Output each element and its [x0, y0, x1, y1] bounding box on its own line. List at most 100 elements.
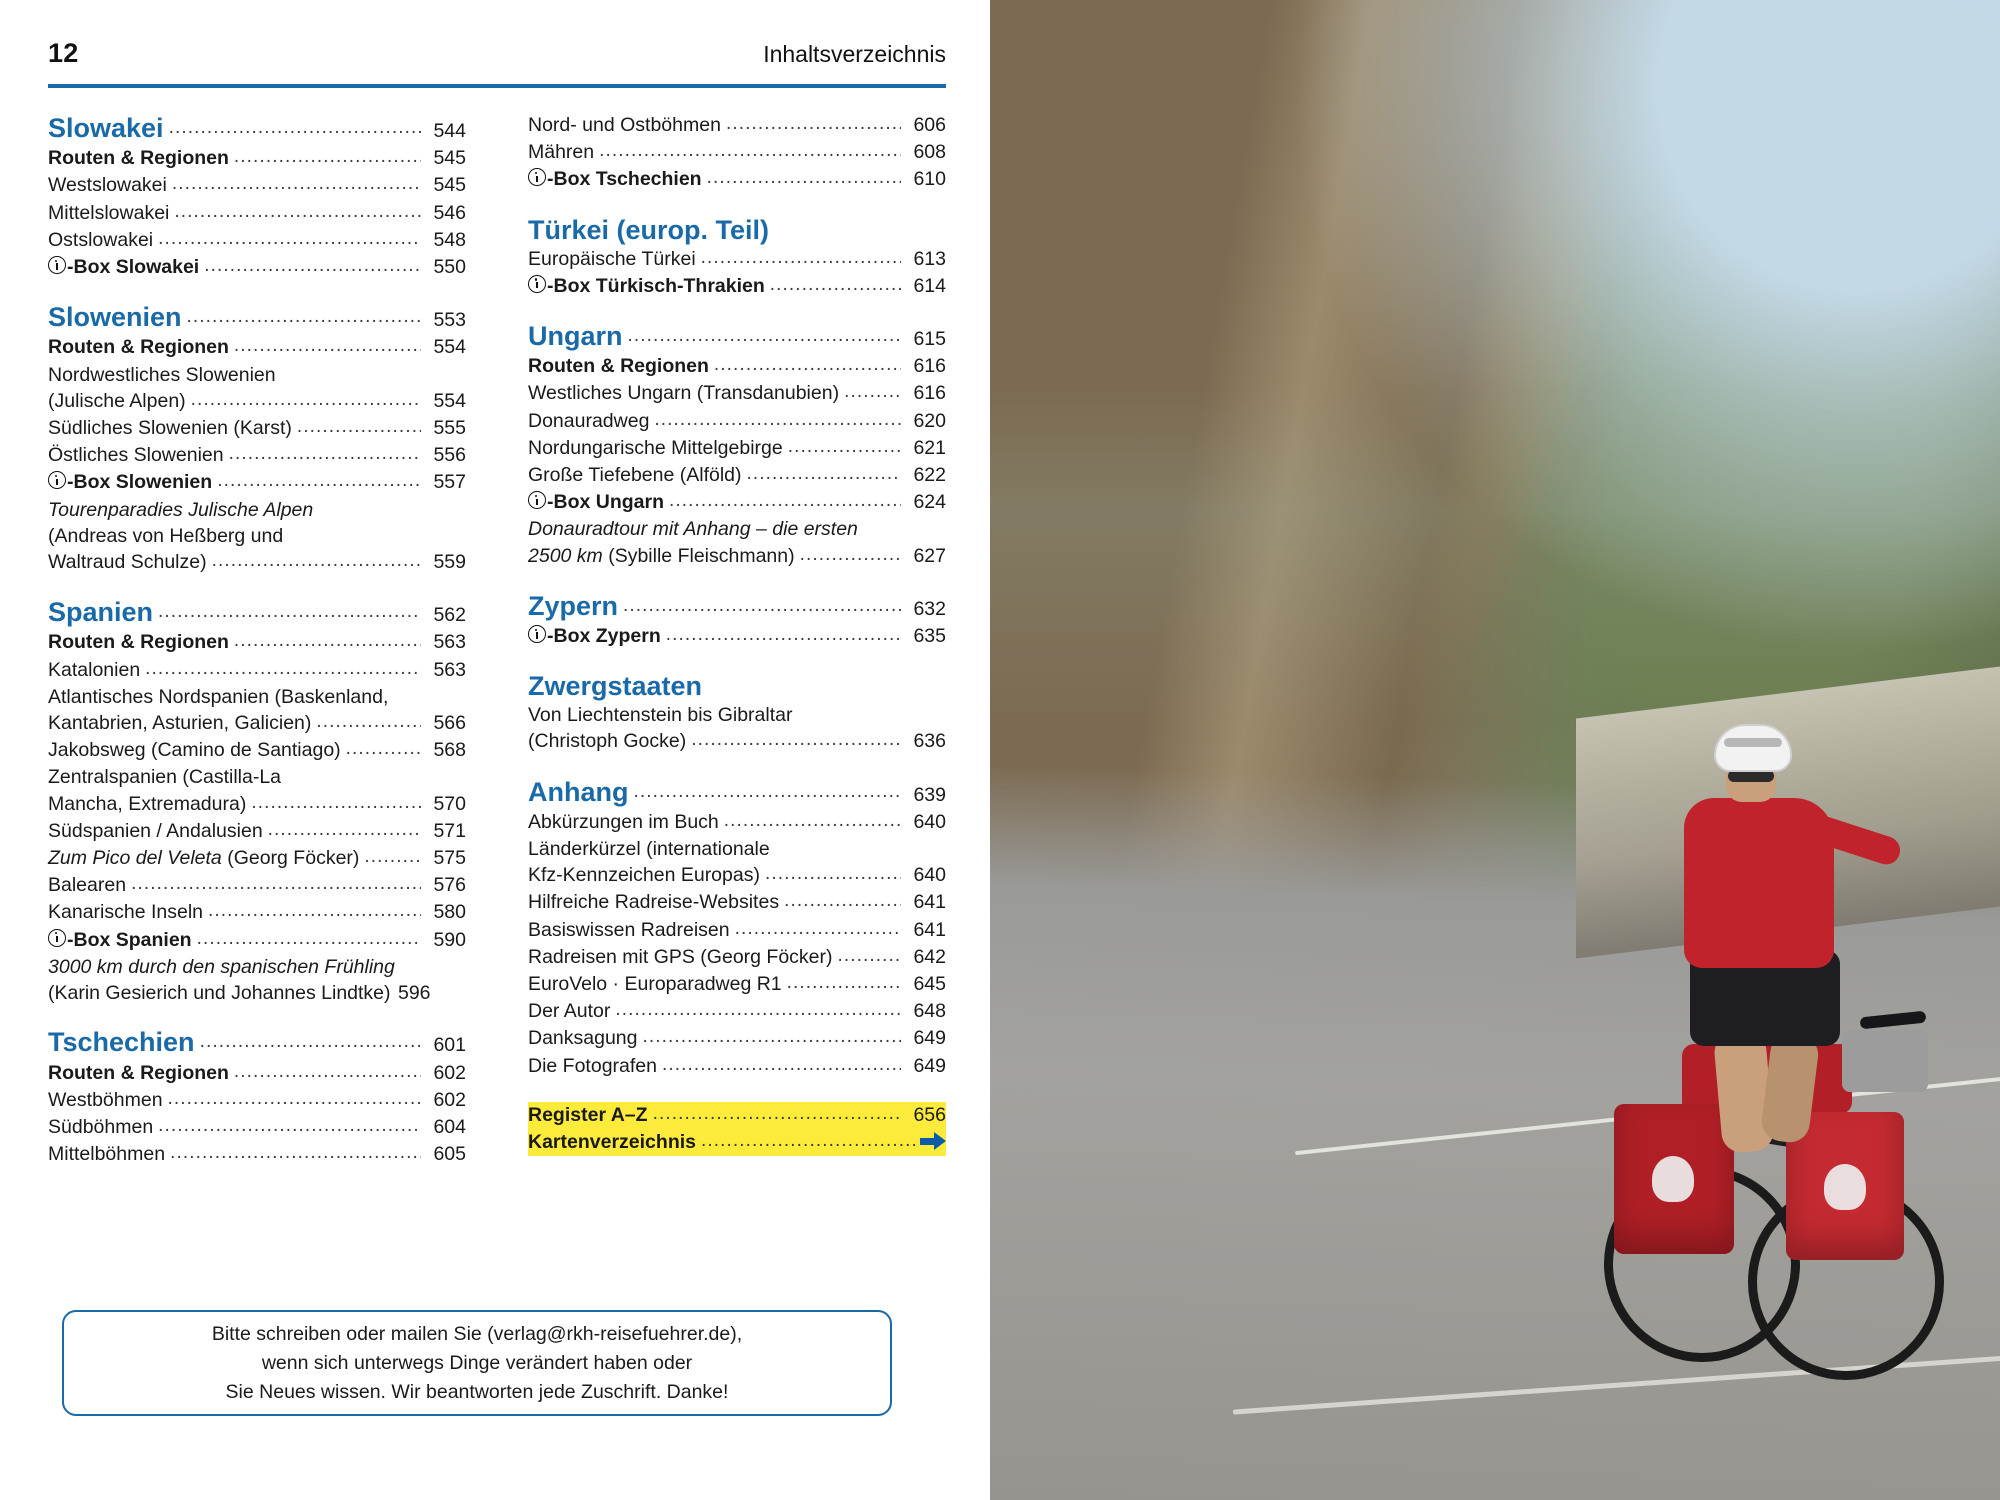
toc-entry[interactable]: Zentralspanien (Castilla-La.............…	[48, 764, 466, 790]
toc-entry[interactable]: Balearen................................…	[48, 872, 466, 899]
toc-entry-label: -Box Tschechien	[528, 166, 702, 192]
toc-page-number: 559	[433, 551, 466, 574]
toc-entry-label: (Andreas von Heßberg und	[48, 524, 284, 547]
toc-entry[interactable]: -Box Ungarn.............................…	[528, 489, 946, 516]
toc-entry[interactable]: Ungarn..................................…	[528, 320, 946, 353]
toc-entry-label: Mittelböhmen	[48, 1143, 166, 1166]
toc-entry[interactable]: Kartenverzeichnis.......................…	[528, 1129, 946, 1157]
toc-entry[interactable]: Slowenien...............................…	[48, 301, 466, 334]
toc-entry[interactable]: (Andreas von Heßberg und................…	[48, 523, 466, 549]
toc-entry[interactable]: Katalonien..............................…	[48, 657, 466, 684]
toc-entry[interactable]: (Karin Gesierich und Johannes Lindtke)..…	[48, 980, 466, 1006]
toc-entry[interactable]: Nordwestliches Slowenien................…	[48, 362, 466, 388]
toc-entry[interactable]: Register A–Z............................…	[528, 1101, 946, 1130]
toc-entry[interactable]: -Box Zypern.............................…	[528, 623, 946, 650]
toc-page-number: 640	[913, 864, 946, 887]
toc-entry-label: Länderkürzel (internationale	[528, 838, 770, 861]
toc-entry[interactable]: Südspanien / Andalusien.................…	[48, 818, 466, 845]
toc-entry[interactable]: -Box Slowenien..........................…	[48, 469, 466, 496]
toc-entry[interactable]: Donauradweg.............................…	[528, 408, 946, 435]
toc-entry[interactable]: Routen & Regionen.......................…	[528, 353, 946, 380]
toc-entry[interactable]: Mancha, Extremadura)....................…	[48, 791, 466, 818]
toc-entry[interactable]: Abkürzungen im Buch.....................…	[528, 809, 946, 836]
toc-entry-label: Donauradweg	[528, 409, 650, 432]
toc-entry[interactable]: Zypern..................................…	[528, 590, 946, 623]
toc-entry[interactable]: Länderkürzel (internationale............…	[528, 836, 946, 862]
toc-entry[interactable]: EuroVelo · Europaradweg R1..............…	[528, 971, 946, 998]
toc-entry[interactable]: Kantabrien, Asturien, Galicien).........…	[48, 710, 466, 737]
toc-entry-label: -Box Slowenien	[48, 469, 212, 495]
toc-entry[interactable]: (Christoph Gocke).......................…	[528, 728, 946, 755]
toc-entry[interactable]: Zum Pico del Veleta (Georg Föcker)......…	[48, 845, 466, 872]
toc-entry[interactable]: Europäische Türkei......................…	[528, 246, 946, 273]
toc-entry[interactable]: Routen & Regionen.......................…	[48, 1060, 466, 1087]
toc-entry[interactable]: Mittelböhmen............................…	[48, 1141, 466, 1168]
toc-page-number: 615	[913, 328, 946, 351]
toc-entry[interactable]: Radreisen mit GPS (Georg Föcker)........…	[528, 944, 946, 971]
toc-entry[interactable]: Östliches Slowenien.....................…	[48, 442, 466, 469]
toc-leader-dots: ........................................…	[186, 306, 421, 328]
toc-entry[interactable]: Spanien.................................…	[48, 596, 466, 629]
toc-entry[interactable]: 2500 km (Sybille Fleischmann)...........…	[528, 543, 946, 570]
toc-entry[interactable]: Waltraud Schulze).......................…	[48, 549, 466, 576]
toc-entry[interactable]: Kfz-Kennzeichen Europas)................…	[528, 862, 946, 889]
toc-entry[interactable]: Nord- und Ostböhmen.....................…	[528, 112, 946, 139]
toc-leader-dots: ........................................…	[662, 1053, 901, 1075]
toc-page-number: 632	[913, 597, 946, 620]
arrow-right-icon[interactable]	[920, 1129, 946, 1155]
toc-entry[interactable]: Tschechien..............................…	[48, 1026, 466, 1059]
toc-page-number: 545	[433, 174, 466, 197]
toc-entry[interactable]: Westslowakei............................…	[48, 172, 466, 199]
right-page: Kartenverzeichnis Albanien..............…	[990, 0, 2000, 1500]
toc-leader-dots: ........................................…	[669, 490, 901, 512]
toc-entry[interactable]: -Box Tschechien.........................…	[528, 166, 946, 193]
toc-entry[interactable]: Türkei (europ. Teil)....................…	[528, 214, 946, 246]
toc-entry[interactable]: Westliches Ungarn (Transdanubien).......…	[528, 380, 946, 407]
toc-entry[interactable]: Der Autor...............................…	[528, 998, 946, 1025]
toc-entry-label: Kantabrien, Asturien, Galicien)	[48, 712, 312, 735]
toc-entry[interactable]: Mähren..................................…	[528, 139, 946, 166]
toc-entry[interactable]: Donauradtour mit Anhang – die ersten....…	[528, 516, 946, 542]
toc-list-1: Slowakei................................…	[48, 112, 466, 1168]
toc-page-number: 624	[913, 491, 946, 514]
toc-entry[interactable]: Anhang..................................…	[528, 776, 946, 809]
toc-entry[interactable]: Nordungarische Mittelgebirge............…	[528, 435, 946, 462]
left-page: 12 Inhaltsverzeichnis Slowakei..........…	[0, 0, 990, 1500]
toc-entry-label: Zum Pico del Veleta (Georg Föcker)	[48, 847, 360, 870]
toc-entry[interactable]: -Box Spanien............................…	[48, 927, 466, 954]
toc-entry[interactable]: (Julische Alpen)........................…	[48, 388, 466, 415]
toc-leader-dots: ........................................…	[691, 729, 901, 751]
toc-entry[interactable]: Ostslowakei.............................…	[48, 227, 466, 254]
toc-entry[interactable]: Mittelslowakei..........................…	[48, 200, 466, 227]
toc-entry[interactable]: Die Fotografen..........................…	[528, 1053, 946, 1080]
toc-entry[interactable]: Große Tiefebene (Alföld)................…	[528, 462, 946, 489]
toc-leader-dots: ........................................…	[168, 117, 421, 138]
toc-entry[interactable]: 3000 km durch den spanischen Frühling...…	[48, 954, 466, 980]
toc-entry[interactable]: Südliches Slowenien (Karst).............…	[48, 415, 466, 442]
toc-leader-dots: ........................................…	[158, 227, 421, 249]
toc-entry[interactable]: Slowakei................................…	[48, 112, 466, 145]
pannier-right	[1786, 1112, 1904, 1260]
toc-entry[interactable]: Basiswissen Radreisen...................…	[528, 917, 946, 944]
toc-entry[interactable]: Von Liechtenstein bis Gibraltar.........…	[528, 702, 946, 728]
toc-entry[interactable]: Südböhmen...............................…	[48, 1114, 466, 1141]
toc-entry[interactable]: Routen & Regionen.......................…	[48, 145, 466, 172]
toc-page-number: 620	[913, 409, 946, 432]
toc-entry[interactable]: Routen & Regionen.......................…	[48, 334, 466, 361]
toc-leader-dots: ........................................…	[196, 927, 421, 949]
toc-entry[interactable]: Hilfreiche Radreise-Websites............…	[528, 889, 946, 916]
toc-entry[interactable]: Zwergstaaten............................…	[528, 670, 946, 702]
toc-entry[interactable]: Westböhmen..............................…	[48, 1087, 466, 1114]
toc-entry[interactable]: Routen & Regionen.......................…	[48, 629, 466, 656]
toc-entry-label: Mittelslowakei	[48, 201, 170, 224]
toc-entry[interactable]: Atlantisches Nordspanien (Baskenland,...…	[48, 684, 466, 710]
toc-page-number: 648	[913, 1000, 946, 1023]
toc-entry[interactable]: Kanarische Inseln.......................…	[48, 899, 466, 926]
toc-entry[interactable]: Danksagung..............................…	[528, 1025, 946, 1052]
toc-entry[interactable]: -Box Slowakei...........................…	[48, 254, 466, 281]
toc-entry[interactable]: Jakobsweg (Camino de Santiago)..........…	[48, 737, 466, 764]
toc-entry[interactable]: -Box Türkisch-Thrakien..................…	[528, 273, 946, 300]
toc-entry-label: Routen & Regionen	[528, 355, 709, 378]
toc-entry[interactable]: Tourenparadies Julische Alpen...........…	[48, 497, 466, 523]
toc-leader-dots: ........................................…	[158, 1114, 421, 1136]
